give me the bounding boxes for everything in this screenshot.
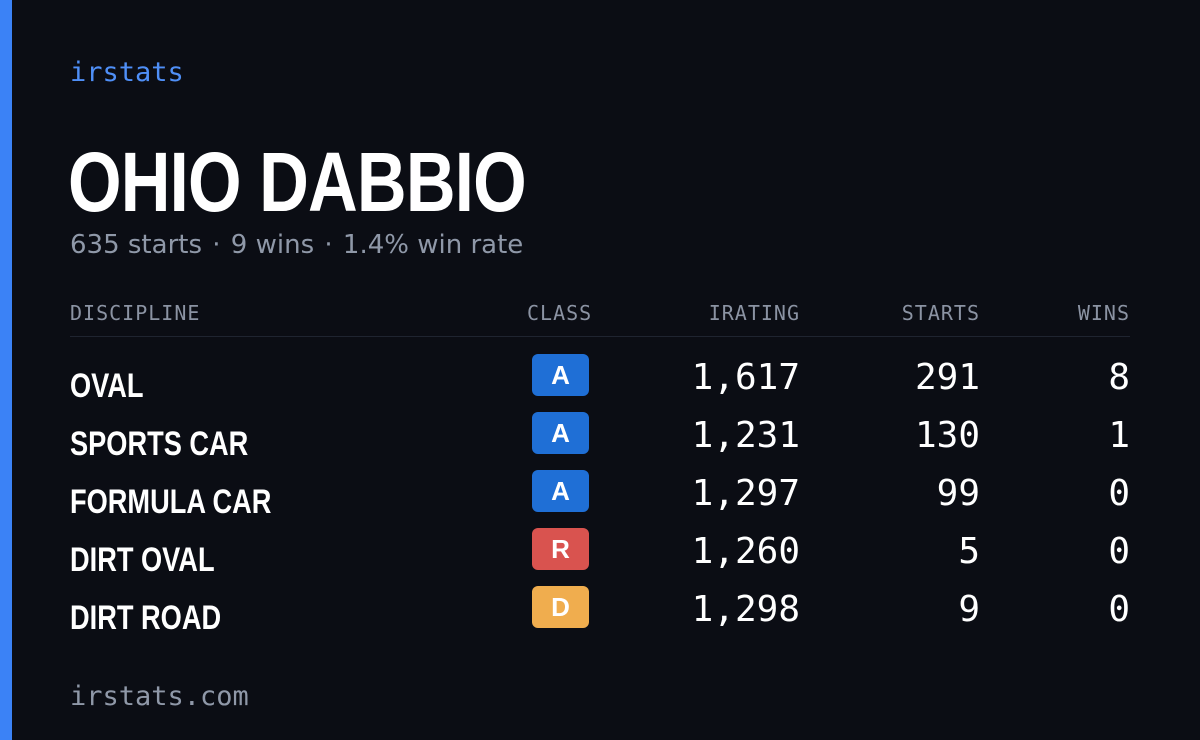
irating-value: 1,231 (691, 415, 800, 456)
brand-logo: irstats (70, 57, 184, 88)
driver-summary: 635 starts · 9 wins · 1.4% win rate (70, 228, 523, 262)
footer-url: irstats.com (70, 681, 249, 712)
table-row: DIRT OVAL R 1,260 5 0 (0, 528, 1200, 586)
discipline-name: DIRT ROAD (70, 599, 222, 637)
starts-value: 130 (914, 415, 980, 456)
class-badge: D (532, 586, 589, 628)
table-row: DIRT ROAD D 1,298 9 0 (0, 586, 1200, 644)
starts-value: 291 (914, 357, 980, 398)
starts-value: 99 (936, 473, 980, 514)
summary-wins: 9 wins (230, 230, 315, 260)
table-row: FORMULA CAR A 1,297 99 0 (0, 470, 1200, 528)
class-badge: R (532, 528, 589, 570)
irating-value: 1,617 (691, 357, 800, 398)
class-badge: A (532, 354, 589, 396)
table-divider (70, 336, 1130, 337)
header-discipline: DISCIPLINE (70, 301, 201, 325)
header-irating: IRATING (708, 301, 800, 325)
starts-value: 5 (958, 531, 980, 572)
summary-separator: · (324, 230, 333, 260)
summary-win-rate: 1.4% win rate (342, 230, 524, 260)
class-badge: A (532, 412, 589, 454)
table-row: SPORTS CAR A 1,231 130 1 (0, 412, 1200, 470)
wins-value: 0 (1108, 473, 1130, 514)
irating-value: 1,297 (691, 473, 800, 514)
table-row: OVAL A 1,617 291 8 (0, 354, 1200, 412)
wins-value: 8 (1108, 357, 1130, 398)
irating-value: 1,298 (691, 589, 800, 630)
class-badge: A (532, 470, 589, 512)
accent-bar (0, 0, 12, 740)
wins-value: 0 (1108, 531, 1130, 572)
header-starts: STARTS (901, 301, 980, 325)
discipline-name: SPORTS CAR (70, 425, 249, 463)
header-wins: WINS (1077, 301, 1130, 325)
wins-value: 1 (1108, 415, 1130, 456)
driver-name: OHIO DABBIO (68, 135, 527, 229)
starts-value: 9 (958, 589, 980, 630)
summary-starts: 635 starts (70, 230, 202, 260)
summary-separator: · (212, 230, 221, 260)
wins-value: 0 (1108, 589, 1130, 630)
irating-value: 1,260 (691, 531, 800, 572)
discipline-name: DIRT OVAL (70, 541, 215, 579)
discipline-name: OVAL (70, 367, 144, 405)
discipline-name: FORMULA CAR (70, 483, 272, 521)
header-class: CLASS (527, 301, 593, 325)
